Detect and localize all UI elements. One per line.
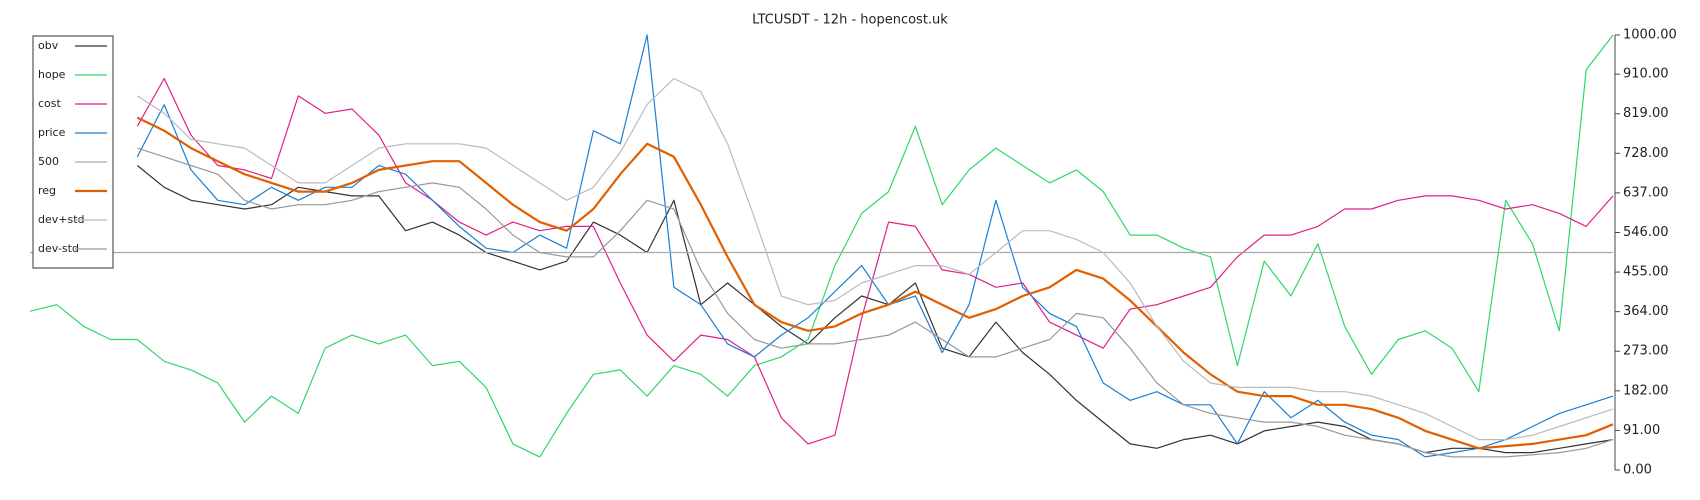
y-tick-label: 364.00 [1623,304,1669,319]
y-tick-label: 637.00 [1623,185,1669,200]
legend-label: 500 [38,155,59,168]
legend-label: obv [38,39,59,52]
series-line [136,34,1614,458]
series-line [29,34,1614,458]
series-line [136,77,1614,445]
series-line [136,165,1614,454]
y-tick-label: 546.00 [1623,225,1669,240]
y-tick-label: 273.00 [1623,344,1669,359]
legend-label: price [38,126,66,139]
series-line [137,147,1614,458]
legend-label: hope [38,68,66,81]
y-tick-label: 455.00 [1623,265,1669,280]
chart-title: LTCUSDT - 12h - hopencost.uk [752,13,948,28]
legend-label: dev-std [38,242,79,255]
y-tick-label: 819.00 [1623,106,1669,121]
y-tick-label: 1000.00 [1623,28,1677,43]
legend-label: reg [38,184,56,197]
legend-label: dev+std [38,213,85,226]
y-tick-label: 910.00 [1623,67,1669,82]
y-tick-label: 728.00 [1623,146,1669,161]
y-tick-label: 182.00 [1623,383,1669,398]
y-tick-label: 0.00 [1623,463,1652,478]
y-tick-label: 91.00 [1623,423,1660,438]
series-line [136,77,1614,441]
series-line [136,116,1614,450]
legend-label: cost [38,97,62,110]
